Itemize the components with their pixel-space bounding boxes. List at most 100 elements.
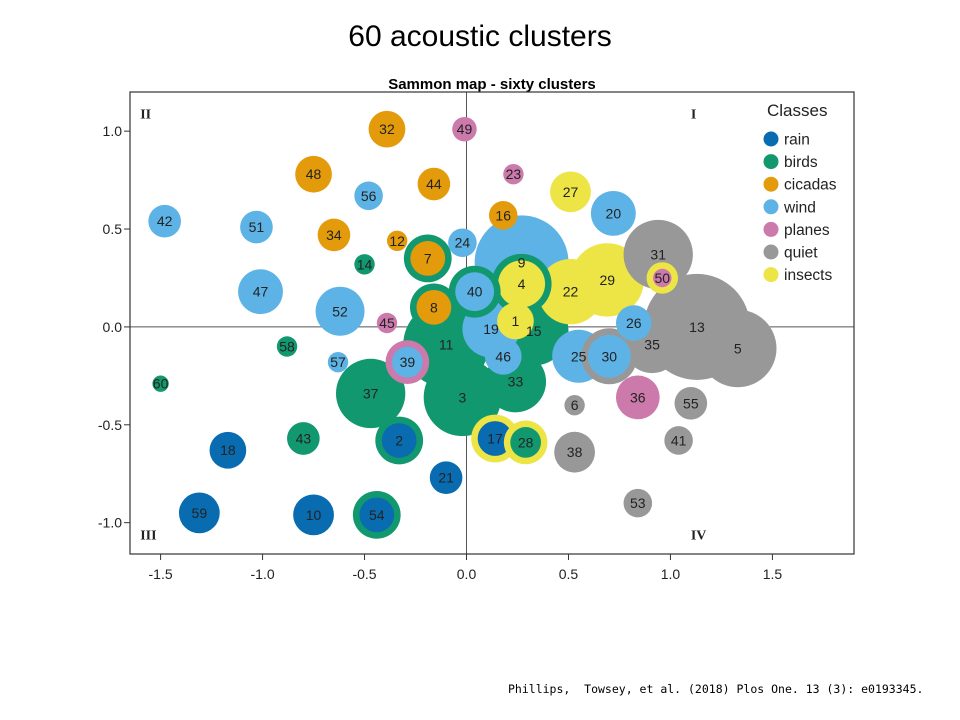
cluster-50-bubble [653, 268, 672, 288]
cluster-12-bubble [386, 230, 408, 251]
cluster-24-bubble [448, 228, 477, 258]
cluster-33-label: 33 [508, 374, 524, 390]
cluster-43-label: 43 [296, 431, 312, 447]
legend-label-cicadas: cicadas [784, 177, 837, 194]
cluster-22-label: 22 [563, 284, 579, 300]
y-tick-label: 0.5 [103, 221, 123, 237]
cluster-36-label: 36 [630, 389, 646, 405]
cluster-26-label: 26 [626, 315, 642, 331]
cluster-47-label: 47 [253, 284, 269, 300]
legend-swatch-wind [763, 199, 779, 215]
bubbles-group [148, 110, 777, 539]
cluster-60-label: 60 [153, 376, 169, 392]
legend-swatch-quiet [763, 244, 779, 260]
cluster-3-bubble [423, 358, 502, 437]
cluster-4-label: 4 [518, 276, 526, 292]
cluster-42-bubble [148, 204, 181, 238]
cluster-60-bubble [152, 375, 169, 392]
cluster-23-label: 23 [506, 166, 522, 182]
cluster-17-bubble [477, 421, 513, 456]
cluster-1-bubble [497, 302, 534, 340]
cluster-46-label: 46 [495, 348, 511, 364]
cluster-40-bubble [455, 272, 495, 312]
cluster-52-bubble [315, 286, 365, 336]
quadrant-label: III [140, 528, 156, 543]
legend: Classes rain birds cicadas wind planes quiet in… [763, 101, 837, 284]
cluster-38-bubble [554, 431, 595, 473]
cluster-45-label: 45 [379, 315, 395, 331]
legend-label-insects: insects [784, 267, 832, 284]
legend-swatch-insects [763, 267, 779, 283]
y-tick-label: -1.0 [98, 515, 122, 531]
cluster-41-bubble [664, 426, 693, 455]
cluster-28-bubble [510, 427, 542, 458]
legend-swatch-planes [763, 221, 779, 237]
x-tick-label: 0.5 [559, 566, 579, 582]
cluster-5-bubble [699, 309, 777, 388]
y-tick-label: 0.0 [103, 319, 123, 335]
cluster-29-label: 29 [599, 272, 615, 288]
cluster-36-bubble [622, 382, 654, 413]
y-tick-label: 1.0 [103, 123, 123, 139]
citation: Phillips, Towsey, et al. (2018) Plos One… [508, 682, 924, 696]
x-tick-label: 1.0 [661, 566, 681, 582]
cluster-39-bubble [392, 346, 423, 378]
cluster-26-bubble [622, 311, 646, 335]
cluster-2-bubble [381, 423, 417, 458]
cluster-32-label: 32 [379, 121, 395, 137]
chart-title: Sammon map - sixty clusters [388, 76, 596, 93]
cluster-44-label: 44 [426, 176, 442, 192]
cluster-53-label: 53 [630, 495, 646, 511]
cluster-43-bubble [287, 422, 320, 455]
x-tick-label: -1.0 [251, 566, 275, 582]
cluster-45-bubble [376, 312, 398, 334]
legend-swatch-cicadas [763, 176, 779, 192]
cluster-14-bubble [354, 254, 375, 275]
cluster-16-bubble [488, 201, 518, 230]
cluster-39-label: 39 [400, 354, 416, 370]
cluster-44-bubble [417, 167, 451, 201]
legend-swatch-rain [763, 131, 779, 147]
cluster-12-label: 12 [389, 233, 405, 249]
x-tick-label: -0.5 [352, 566, 376, 582]
cluster-3-label: 3 [459, 389, 467, 405]
cluster-4-bubble [498, 260, 546, 308]
cluster-1-label: 1 [512, 313, 520, 329]
cluster-11-label: 11 [439, 337, 454, 353]
cluster-48-bubble [295, 155, 332, 193]
cluster-18-bubble [209, 431, 247, 469]
cluster-57-label: 57 [330, 354, 346, 370]
quadrant-label: IV [691, 528, 707, 543]
cluster-20-label: 20 [606, 205, 622, 221]
cluster-10-label: 10 [306, 507, 322, 523]
cluster-31-label: 31 [650, 246, 666, 262]
x-tick-label: -1.5 [149, 566, 173, 582]
cluster-6-label: 6 [571, 397, 579, 413]
cluster-23-bubble [503, 164, 524, 185]
y-tick-label: -0.5 [98, 417, 122, 433]
cluster-25-label: 25 [571, 348, 587, 364]
cluster-7-bubble [410, 241, 446, 276]
x-tick-label: 0.0 [457, 566, 477, 582]
cluster-28-label: 28 [518, 434, 534, 450]
cluster-22-bubble [537, 259, 604, 325]
cluster-50-label: 50 [655, 270, 671, 286]
cluster-48-label: 48 [306, 166, 322, 182]
cluster-32-bubble [368, 110, 406, 148]
legend-label-quiet: quiet [784, 245, 818, 262]
cluster-10-bubble [293, 494, 334, 536]
cluster-6-bubble [564, 395, 585, 416]
cluster-41-label: 41 [671, 432, 687, 448]
cluster-8-bubble [416, 289, 452, 325]
cluster-34-bubble [317, 218, 351, 252]
cluster-58-label: 58 [279, 338, 295, 354]
cluster-5-label: 5 [734, 340, 742, 356]
cluster-53-bubble [623, 488, 653, 518]
cluster-9-label: 9 [518, 254, 526, 270]
cluster-16-label: 16 [495, 207, 511, 223]
cluster-27-bubble [550, 171, 591, 213]
x-tick-label: 1.5 [763, 566, 783, 582]
cluster-47-bubble [238, 269, 283, 315]
cluster-2-label: 2 [395, 432, 403, 448]
